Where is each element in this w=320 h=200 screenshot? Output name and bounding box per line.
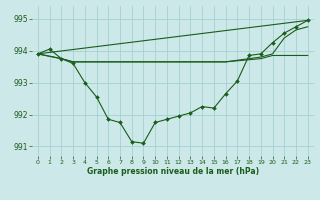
X-axis label: Graphe pression niveau de la mer (hPa): Graphe pression niveau de la mer (hPa) bbox=[87, 167, 259, 176]
